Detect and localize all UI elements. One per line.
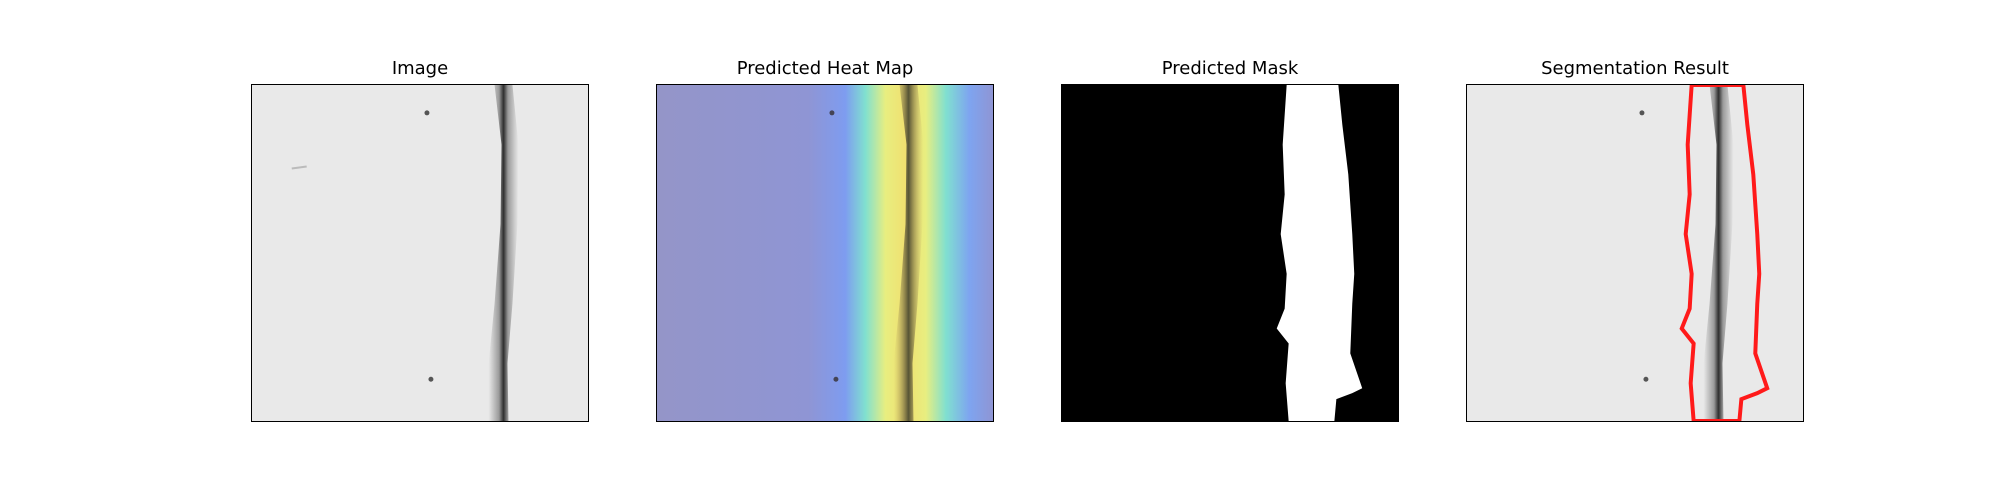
segmentation-panel-title: Segmentation Result [1541,58,1729,79]
image-panel [251,84,589,422]
mask-panel [1061,84,1399,422]
heatmap-panel [656,84,994,422]
segmentation-outline [1679,85,1770,421]
segmentation-overlay [1467,85,1803,421]
heat-map [657,85,993,421]
crack-image [252,85,588,421]
heatmap-panel-title: Predicted Heat Map [736,58,914,79]
binary-mask [1062,85,1398,421]
image-panel-title: Image [391,58,449,79]
segmentation-panel [1466,84,1804,422]
mask-panel-title: Predicted Mask [1161,58,1299,79]
